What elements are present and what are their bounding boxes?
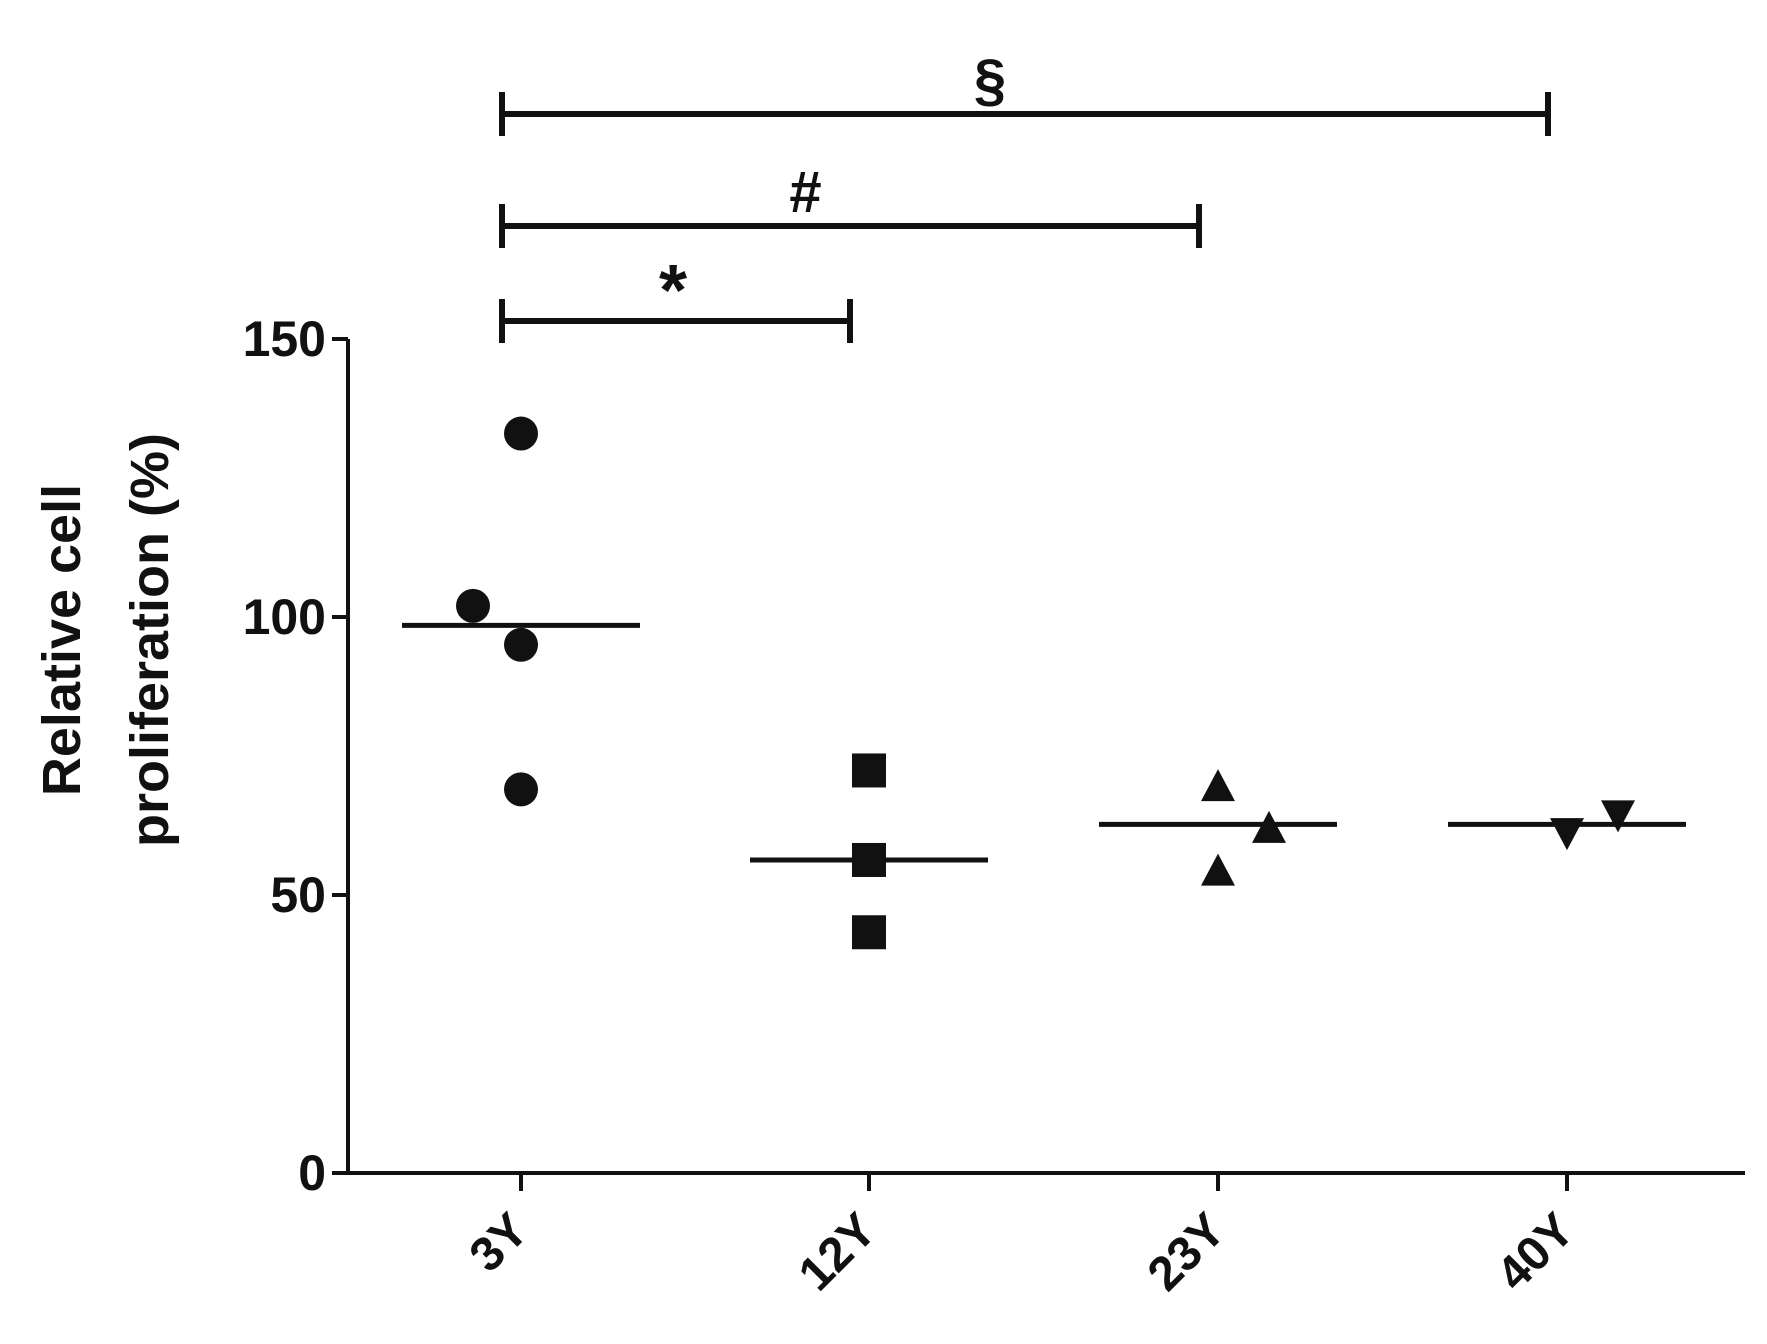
point bbox=[504, 772, 538, 807]
point bbox=[852, 753, 886, 788]
y-tick-label: 0 bbox=[298, 1145, 326, 1201]
y-axis-label: proliferation (%) bbox=[120, 433, 180, 847]
y-tick-label: 100 bbox=[243, 589, 326, 645]
sig-label: # bbox=[789, 160, 821, 225]
point bbox=[1601, 800, 1635, 833]
point bbox=[504, 627, 538, 662]
point bbox=[504, 416, 538, 451]
point bbox=[1201, 769, 1235, 802]
point bbox=[1201, 853, 1235, 886]
x-tick-label: 23Y bbox=[1138, 1203, 1236, 1301]
sig-label: § bbox=[974, 48, 1006, 113]
y-tick-label: 50 bbox=[270, 867, 326, 923]
sig-label: * bbox=[659, 251, 687, 331]
y-axis-label: Relative cell bbox=[32, 484, 92, 796]
x-tick-label: 3Y bbox=[460, 1203, 539, 1282]
point bbox=[456, 588, 490, 623]
x-tick-label: 12Y bbox=[789, 1203, 887, 1301]
x-tick-label: 40Y bbox=[1487, 1203, 1585, 1301]
point bbox=[852, 915, 886, 950]
y-tick-label: 150 bbox=[243, 311, 326, 367]
